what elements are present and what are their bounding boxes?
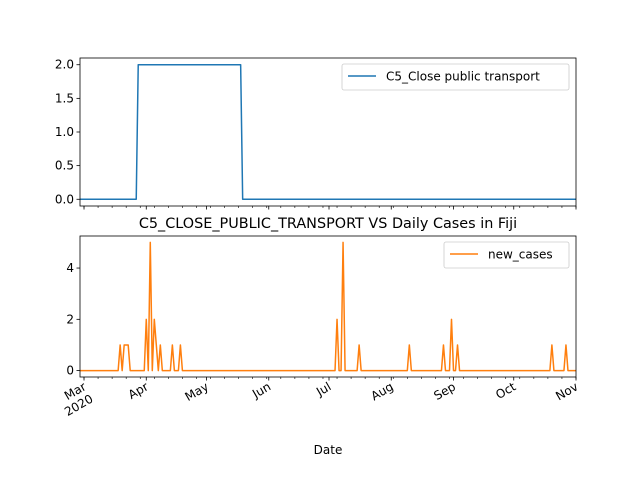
bottom-y-ticks: 0 2 4 [66, 261, 80, 378]
top-y-tick-label: 1.5 [55, 91, 74, 105]
x-tick-label: Jul [313, 379, 333, 399]
x-tick-label-line: Jul [313, 379, 333, 399]
top-y-tick-label: 0.0 [55, 192, 74, 206]
top-y-ticks: 0.0 0.5 1.0 1.5 2.0 [55, 58, 80, 206]
bottom-data-lines [80, 241, 576, 372]
top-legend-label: C5_Close public transport [386, 70, 540, 84]
bottom-legend: new_cases [443, 241, 570, 269]
bottom-y-tick-label: 2 [66, 312, 74, 326]
subplot-top: 0.0 0.5 1.0 1.5 2.0 C5_Close public transpor… [55, 57, 577, 210]
chart-title: C5_CLOSE_PUBLIC_TRANSPORT VS Daily Cases… [139, 216, 517, 232]
top-axes-frame [79, 57, 577, 207]
bottom-legend-box [443, 241, 570, 269]
bottom-y-tick-label: 0 [66, 364, 74, 378]
top-series-line-0 [80, 63, 576, 201]
top-y-tick-label: 0.5 [55, 159, 74, 173]
bottom-y-tick-label: 4 [66, 261, 74, 275]
top-legend-box [341, 63, 570, 91]
x-axis-label: Date [314, 443, 343, 457]
top-y-tick-label: 2.0 [55, 58, 74, 72]
top-data-lines [80, 63, 576, 201]
bottom-axes-frame [79, 235, 577, 378]
bottom-legend-label: new_cases [488, 248, 553, 262]
bottom-series-line-0 [80, 241, 576, 372]
top-y-tick-label: 1.0 [55, 125, 74, 139]
top-legend: C5_Close public transport [341, 63, 570, 91]
